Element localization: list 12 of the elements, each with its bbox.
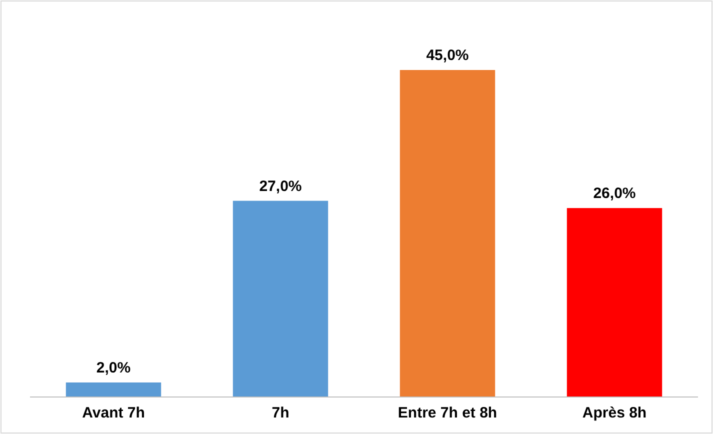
- bar: [566, 208, 662, 397]
- x-tick-label: Avant 7h: [82, 404, 145, 422]
- data-label: 45,0%: [426, 47, 469, 64]
- data-label: 26,0%: [593, 185, 636, 202]
- x-tick-label: Après 8h: [582, 404, 647, 422]
- bar: [232, 200, 328, 397]
- data-label: 27,0%: [259, 178, 302, 195]
- x-tick-label: 7h: [272, 404, 290, 422]
- data-label: 2,0%: [96, 359, 131, 376]
- bar: [400, 70, 496, 397]
- x-tick-label: Entre 7h et 8h: [398, 404, 498, 422]
- bar: [66, 382, 162, 397]
